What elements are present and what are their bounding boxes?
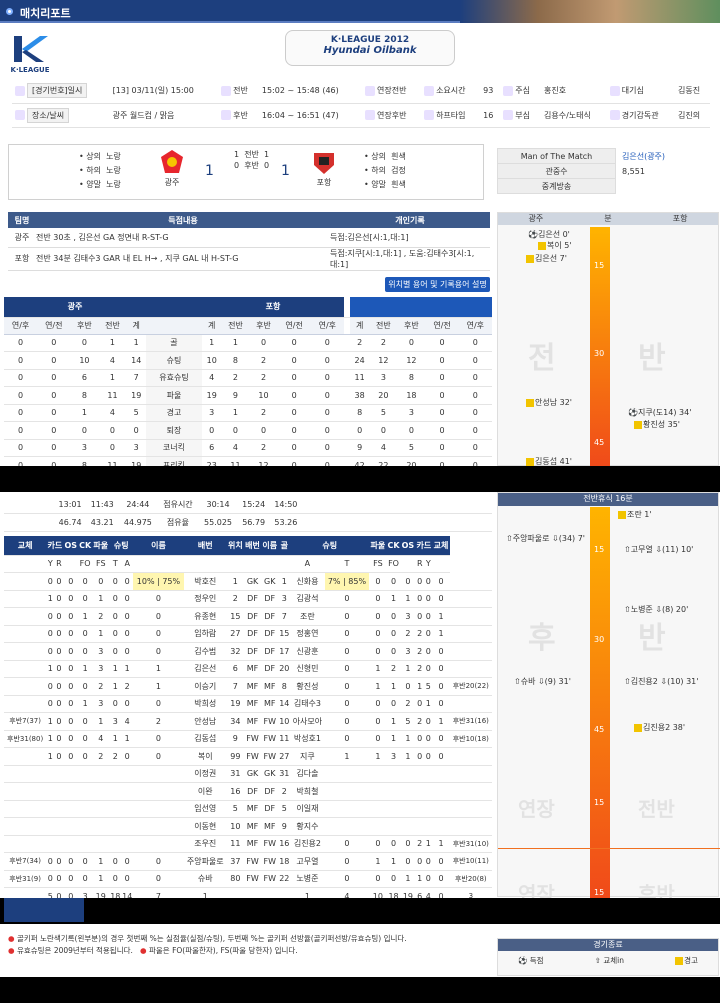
gwangju-emblem-icon <box>161 150 183 173</box>
timeline-bar <box>590 227 610 467</box>
lineup-row[interactable]: 1 0 0 1 3 1 1 1 김은선 6 MF DF 20 신형민 0 1 2 1 2 0 0 <box>4 660 492 678</box>
timeline-bar-2 <box>590 507 610 898</box>
lineup-table: 교체 카드 OS CK 파울 슈팅 이름 배번 위치 배번 이름 골 슈팅 파울 CK OS 카드 교체 Y R FO… <box>4 536 492 906</box>
lineup-row[interactable]: 0 0 0 0 0 0 0 10% | 75% 박호진 1 GK GK 1 신화용 7% | 85% 0 0 0 0… <box>4 572 492 591</box>
info-row-1: [경기번호]일시 [13] 03/11(일) 15:00 전반 15:02 ~ … <box>12 79 710 104</box>
event-home-0[interactable]: ⚽김은선 0' <box>528 230 570 239</box>
lineup-row[interactable]: 0 0 0 0 2 1 2 1 이승기 7 MF MF 8 황진성 0 1 1 0 1 5 0 후반20(22) <box>4 677 492 696</box>
page-header: 매치리포트 <box>0 0 720 23</box>
referee-icon <box>609 110 620 120</box>
lineup-row[interactable]: 1 0 0 0 2 2 0 0 복이 99 FW FW 27 지쿠 1 1 3 1 0 0 0 <box>4 747 492 766</box>
pohang-emblem-icon <box>314 153 334 174</box>
event-away-2-0[interactable]: 조란 1' <box>618 509 652 520</box>
screenshot-gap <box>0 466 720 492</box>
home-score: 1 <box>205 163 214 179</box>
lineup-row[interactable]: 0 0 0 0 1 0 0 0 임하람 27 DF DF 15 정홍연 0 0 0 2 2 0 1 <box>4 625 492 643</box>
lineup-row[interactable]: 후반7(34) 0 0 0 0 1 0 0 0 주앙파울로 37 FW FW 18 고무열 0 1 1 0 0 0 0 후반… <box>4 852 492 871</box>
glossary-button[interactable]: 위치별 용어 및 기록용어 설명 <box>385 277 490 292</box>
mom-player-link[interactable]: 김은선(광주) <box>622 151 666 161</box>
match-info-table: [경기번호]일시 [13] 03/11(일) 15:00 전반 15:02 ~ … <box>12 79 710 128</box>
lineup-row[interactable]: 조우진 11 MF FW 16 김진용2 0 0 0 0 2 1 1 후반31(10) <box>4 835 492 853</box>
sub-away-0[interactable]: ⇧고무열 ⇩(11) 10' <box>624 545 694 554</box>
mom-table: Man of The Match 김은선(광주) 관중수 8,551 중계방송 <box>497 148 709 194</box>
stat-row: 0 0 10 4 14 슈팅 10 8 2 0 0 24 12 12 0 0 <box>4 351 492 370</box>
clock-icon <box>424 110 435 120</box>
scorers-table: 팀명 득점내용 개인기록 광주 전반 30초 , 김은선 GA 정면내 R-ST-G 득… <box>8 212 490 271</box>
possession-table: 13:01 11:43 24:44 점유시간 30:14 15:24 14:50 46.74 4… <box>4 496 492 532</box>
possession-row: 46.74 43.21 44.975 점유율 55.025 56.79 53.26 <box>4 513 492 532</box>
away-emblem[interactable]: 포항 <box>311 149 337 188</box>
event-home-2[interactable]: 김은선 7' <box>526 253 567 264</box>
tag-icon <box>365 85 376 96</box>
calendar-icon <box>15 85 25 96</box>
screenshot-gap-3 <box>0 977 720 1003</box>
event-home-1[interactable]: 복이 5' <box>538 240 572 251</box>
score-panel: • 상의 노랑 • 하의 노랑 • 양말 노랑 광주 1 1 전반 1 0 후반… <box>8 144 484 200</box>
home-emblem[interactable]: 광주 <box>159 149 185 188</box>
referee-icon <box>503 110 514 120</box>
lineup-row[interactable]: 이정권 31 GK GK 31 김다솔 <box>4 765 492 783</box>
sub-home-0[interactable]: ⇧주앙파울로 ⇩(34) 7' <box>506 534 586 543</box>
stat-row: 0 0 3 0 3 코너킥 6 4 2 0 0 9 4 5 0 0 <box>4 439 492 457</box>
sub-home-1[interactable]: ⇧슈바 ⇩(9) 31' <box>514 677 571 686</box>
page-title: 매치리포트 <box>20 7 71 20</box>
footer-tab <box>4 898 84 922</box>
lineup-row[interactable]: 임선영 5 MF DF 5 이일재 <box>4 800 492 818</box>
stat-row: 0 0 8 11 19 파울 19 9 10 0 0 38 20 18 0 0 <box>4 386 492 405</box>
clock-icon <box>424 85 435 96</box>
event-home-3[interactable]: 안성남 32' <box>526 397 572 408</box>
stat-row: 0 0 1 4 5 경고 3 1 2 0 0 8 5 3 0 0 <box>4 404 492 422</box>
lineup-row[interactable]: 이동현 10 MF MF 9 황지수 <box>4 817 492 836</box>
referee-icon <box>609 85 620 96</box>
half-scores: 1 전반 1 0 후반 0 <box>234 150 270 170</box>
referee-icon <box>503 85 514 96</box>
lineup-row[interactable]: 0 0 0 0 3 0 0 0 김수범 32 DF DF 17 신광훈 0 0 0 3 2 0 0 <box>4 642 492 661</box>
lineup-row[interactable]: 이완 16 DF DF 2 박희철 <box>4 782 492 801</box>
kleague-k-icon <box>14 36 48 62</box>
away-kit: • 상의 흰색 • 하의 검정 • 양말 흰색 <box>364 152 406 189</box>
first-half-timeline: 광주 분 포항 전 반 15 30 45 ⚽김은선 0' 복이 5' 김은선 7' … <box>497 212 719 467</box>
team-stats-table: 광주 포항 연/후 연/전 후반 전반 계 계 전반 후반 연/전 연/후 계 전반 후반 연/전 연/후… <box>4 297 492 475</box>
tag-icon <box>221 85 232 96</box>
stat-row: 0 0 0 0 0 퇴장 0 0 0 0 0 0 0 0 0 0 <box>4 421 492 440</box>
second-half-timeline: 전반휴식 16분 후 반 연장 전반 연장 후반 15 30 45 15 15 … <box>497 492 720 906</box>
weather-icon <box>15 110 25 120</box>
home-kit: • 상의 노랑 • 하의 노랑 • 양말 노랑 <box>79 152 121 189</box>
bullet-icon <box>6 8 13 15</box>
lineup-row[interactable]: 후반7(37) 1 0 0 0 1 3 4 2 안성남 34 MF FW 10 아사모아 0 0 1 5 2 0 1 후반3… <box>4 712 492 731</box>
lineup-row[interactable]: 후반31(9) 0 0 0 0 1 0 0 0 슈바 80 FW FW 22 노병준 0 0 0 1 1 0 0 후반20(… <box>4 870 492 888</box>
possession-row: 13:01 11:43 24:44 점유시간 30:14 15:24 14:50 <box>4 496 492 514</box>
tag-icon <box>365 110 376 120</box>
lineup-row[interactable]: 0 0 0 1 2 0 0 0 유종현 15 DF DF 7 조란 0 0 0 3 0 0 1 <box>4 607 492 626</box>
tag-icon <box>221 110 232 120</box>
stadium-banner <box>460 0 720 23</box>
sub-away-2[interactable]: ⇧김진용2 ⇩(10) 31' <box>624 677 699 686</box>
end-legend: 경기종료 ⚽ 득점 ⇧ 교체in 경고 <box>497 938 719 976</box>
event-away-0[interactable]: ⚽지쿠(도14) 34' <box>628 408 692 417</box>
lineup-row[interactable]: 0 0 0 1 3 0 0 0 박희성 19 MF MF 14 김태수3 0 0 0 2 0 1 0 <box>4 695 492 713</box>
lineup-row[interactable]: 1 0 0 0 1 0 0 0 정우인 2 DF DF 3 김광석 0 0 1 1 0 0 0 <box>4 590 492 608</box>
screenshot-gap-2 <box>0 898 720 924</box>
hyundai-oilbank-banner: K·LEAGUE 2012 Hyundai Oilbank <box>285 30 455 66</box>
footer-notes: ● 골키퍼 노란색기록(왼부분)의 경우 첫번째 %는 실점율(실점/슈팅), … <box>8 934 407 955</box>
stat-row: 0 0 6 1 7 유효슈팅 4 2 2 0 0 11 3 8 0 0 <box>4 369 492 387</box>
kleague-logo: K·LEAGUE <box>10 34 50 74</box>
lineup-row[interactable]: 후반31(80) 1 0 0 0 4 1 1 0 김동섭 9 FW FW 11 박성호1 0 0 1 1 0 0 0 후반1… <box>4 730 492 748</box>
away-score: 1 <box>281 163 290 179</box>
event-away-2-1[interactable]: 김진용2 38' <box>634 722 685 733</box>
sub-away-1[interactable]: ⇧노병준 ⇩(8) 20' <box>624 605 689 614</box>
info-row-2: 장소/날씨 광주 월드컵 / 맑음 후반 16:04 ~ 16:51 (47) … <box>12 103 710 128</box>
event-away-1[interactable]: 황진성 35' <box>634 419 680 430</box>
event-home-4[interactable]: 김동섭 41' <box>526 456 572 467</box>
